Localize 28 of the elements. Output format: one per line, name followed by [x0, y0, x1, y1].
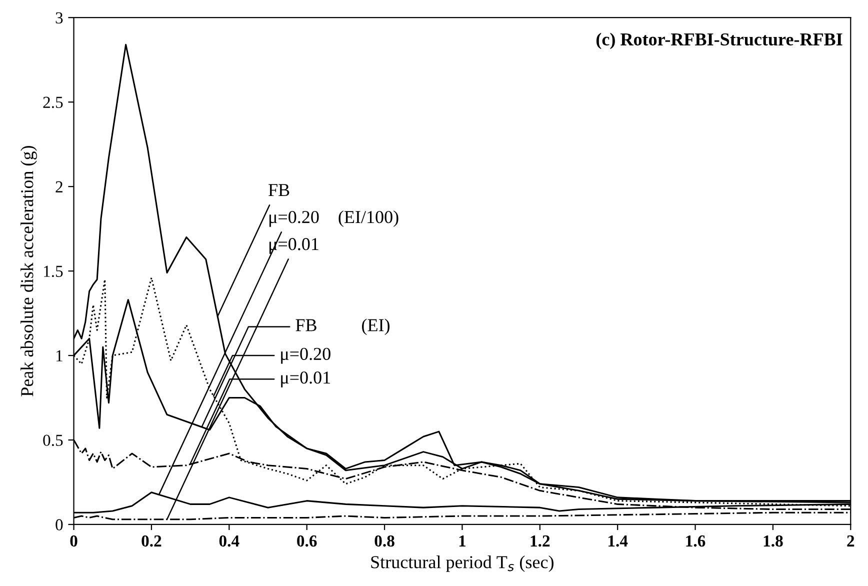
annotation: FB: [268, 184, 290, 196]
y-tick-label: 0.5: [43, 434, 63, 446]
x-tick-label: 1.8: [764, 535, 783, 547]
annotation: μ=0.20: [269, 210, 319, 227]
x-tick-label: 1.4: [608, 535, 628, 547]
annotation: (EI/100): [338, 210, 398, 227]
y-tick-label: 2: [56, 181, 62, 192]
text: (c) Rotor-RFBI-Structure-RFBI: [596, 32, 842, 50]
x-tick-label: 1.6: [686, 535, 706, 547]
x-axis-title: Structural period T$_{s}$ (sec): [371, 556, 554, 572]
y-tick-label: 1: [56, 350, 62, 362]
x-tick-label: 1: [459, 535, 466, 546]
annotation: FB: [296, 319, 316, 332]
x-tick-label: 2: [847, 535, 854, 546]
x-tick-label: 0.2: [142, 535, 162, 547]
annotation: μ=0.01: [281, 371, 330, 388]
x-tick-label: 0.8: [374, 535, 394, 547]
y-tick-label: 2.5: [43, 96, 63, 108]
x-tick-label: 0.4: [219, 535, 240, 547]
annotation: μ=0.20: [281, 348, 330, 364]
y-tick-label: 1.5: [44, 266, 63, 278]
annotation: (EI): [362, 318, 390, 335]
x-tick-label: 0: [70, 535, 78, 547]
y-axis-title: Peak absolute disk acceleration (g): [20, 146, 37, 396]
y-tick-label: 0: [56, 519, 63, 530]
y-tick-label: 3: [56, 12, 63, 24]
x-tick-label: 1.2: [530, 535, 550, 547]
x-tick-label: 0.6: [297, 535, 317, 547]
